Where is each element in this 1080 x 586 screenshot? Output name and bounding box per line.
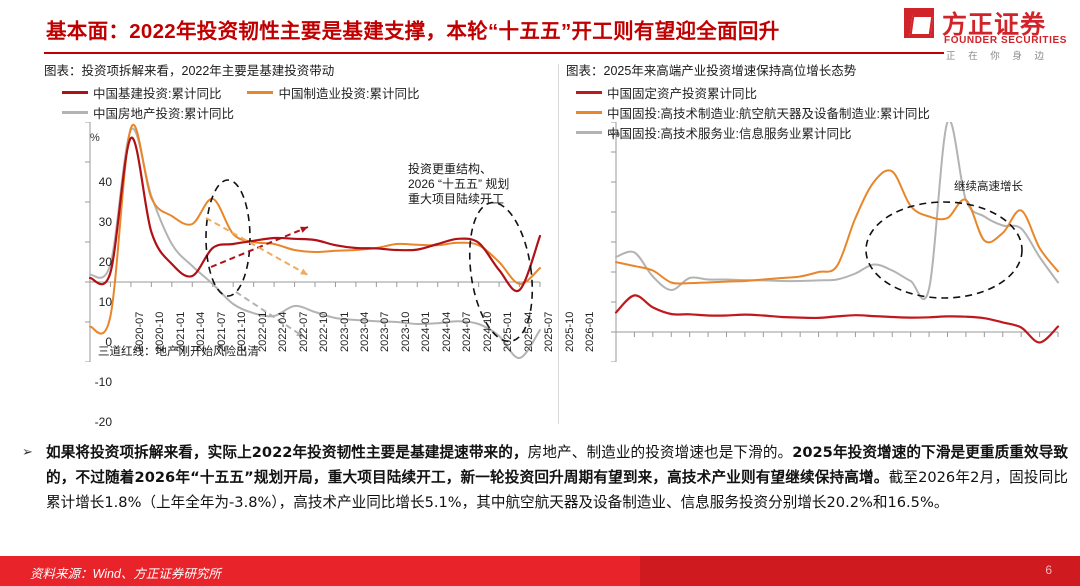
legend-label-fai: 中国固定资产投资累计同比	[607, 86, 758, 101]
annotation-line-1: 投资更重结构、	[408, 162, 493, 176]
panel-divider	[558, 64, 559, 424]
y-tick-label: 10	[98, 295, 112, 309]
footer-bar-left	[0, 556, 640, 586]
chart-left-plot	[76, 121, 546, 363]
x-tick-label: 2022-10	[318, 311, 331, 352]
x-tick-label: 2022-07	[297, 311, 310, 352]
x-tick-label: 2025-07	[543, 311, 556, 352]
x-tick-label: 2023-10	[399, 311, 412, 352]
logo-slogan: 正 在 你 身 边	[946, 51, 1050, 62]
bullet-icon: ➢	[22, 444, 33, 459]
y-tick-label: 20	[98, 255, 112, 269]
legend-label-realestate: 中国房地产投资:累计同比	[93, 106, 234, 121]
chart-left-legend: 中国基建投资:累计同比 中国制造业投资:累计同比 中国房地产投资:累计同比	[62, 82, 445, 122]
legend-item-fai: 中国固定资产投资累计同比	[576, 83, 757, 102]
chart-right-caption: 图表：2025年来高端产业投资增速保持高位增长态势	[566, 64, 857, 78]
chart-right-y-unit: %	[610, 128, 620, 140]
slide-header: 基本面：2022年投资韧性主要是基建支撑，本轮“十五五”开工则有望迎全面回升 方…	[0, 0, 1080, 62]
founder-logo-icon	[904, 8, 934, 38]
logo-chinese-name: 方正证券	[942, 10, 1047, 39]
page-number: 6	[1045, 563, 1052, 577]
legend-item-manufacturing: 中国制造业投资:累计同比	[247, 83, 419, 102]
title-underline	[44, 52, 944, 54]
legend-item-infoservices: 中国固投:高技术服务业:信息服务业累计同比	[576, 123, 851, 142]
chart-panel-right: 图表：2025年来高端产业投资增速保持高位增长态势 中国固定资产投资累计同比 中…	[562, 60, 1080, 435]
y-tick-label: 0	[105, 335, 112, 349]
body-part-1: 如果将投资项拆解来看，实际上2022年投资韧性主要是基建提速带来的，	[46, 444, 528, 461]
legend-swatch-realestate	[62, 110, 88, 114]
chart-panel-left: 图表：投资项拆解来看，2022年主要是基建投资带动 中国基建投资:累计同比 中国…	[40, 60, 596, 435]
x-tick-label: 2024-10	[481, 311, 494, 352]
annotation-line-3: 重大项目陆续开工	[408, 192, 505, 206]
company-logo: 方正证券 FOUNDER SECURITIES 正 在 你 身 边	[900, 6, 1072, 62]
source-note: 资料来源：Wind、方正证券研究所	[30, 567, 221, 581]
chart-right-annotation-growth: 继续高速增长	[954, 181, 1023, 193]
x-tick-label: 2023-04	[359, 311, 371, 352]
x-tick-label: 2022-04	[277, 311, 290, 352]
legend-item-aerospace: 中国固投:高技术制造业:航空航天器及设备制造业:累计同比	[576, 103, 930, 122]
y-tick-label: -10	[94, 375, 112, 389]
logo-english-name: FOUNDER SECURITIES	[944, 35, 1068, 46]
annotation-line-2: 2026 “十五五” 规划	[408, 177, 510, 191]
legend-swatch-infoservices	[576, 130, 602, 134]
x-tick-label: 2024-01	[420, 311, 433, 352]
slide-footer: 资料来源：Wind、方正证券研究所 6	[0, 556, 1080, 586]
legend-item-realestate: 中国房地产投资:累计同比	[62, 103, 234, 122]
x-tick-label: 2025-04	[522, 311, 535, 352]
x-tick-label: 2024-07	[461, 311, 474, 352]
legend-label-infoservices: 中国固投:高技术服务业:信息服务业累计同比	[607, 126, 852, 141]
legend-item-infrastructure: 中国基建投资:累计同比	[62, 83, 221, 102]
chart-left-y-unit: %	[90, 132, 100, 144]
y-tick-label: 40	[98, 175, 112, 189]
legend-swatch-infrastructure	[62, 90, 88, 94]
legend-swatch-fai	[576, 90, 602, 94]
body-paragraph-block: ➢ 如果将投资项拆解来看，实际上2022年投资韧性主要是基建提速带来的，房地产、…	[22, 440, 1068, 515]
x-tick-label: 2025-01	[502, 311, 515, 352]
legend-label-infrastructure: 中国基建投资:累计同比	[93, 86, 222, 101]
body-part-3: 2025年投资增速的下滑是更重质重效导致的，不过随着2026年“十五五”规划开局…	[46, 444, 1068, 486]
chart-left-annotation-policy: 投资更重结构、 2026 “十五五” 规划 重大项目陆续开工	[408, 162, 509, 207]
chart-left-annotation-redlines: 三道红线：地产刚开始风险出清	[98, 346, 259, 358]
y-tick-label: 30	[98, 215, 112, 229]
legend-label-aerospace: 中国固投:高技术制造业:航空航天器及设备制造业:累计同比	[607, 106, 930, 121]
footer-bar-right	[640, 556, 1080, 586]
legend-label-manufacturing: 中国制造业投资:累计同比	[278, 86, 420, 101]
y-tick-label: -20	[94, 415, 112, 429]
chart-right-legend: 中国固定资产投资累计同比 中国固投:高技术制造业:航空航天器及设备制造业:累计同…	[576, 82, 956, 142]
legend-swatch-aerospace	[576, 110, 602, 114]
body-part-2: 房地产、制造业的投资增速也是下滑的。	[527, 444, 793, 461]
chart-right-plot	[602, 119, 1064, 363]
chart-left-caption: 图表：投资项拆解来看，2022年主要是基建投资带动	[44, 64, 335, 78]
x-tick-label: 2023-01	[338, 311, 351, 352]
body-part-4: 截至2026年2月，固投同比累计增长1.8%（上年全年为-3.8%），高技术产业…	[46, 469, 1068, 511]
x-tick-label: 2023-07	[379, 311, 392, 352]
page-title: 基本面：2022年投资韧性主要是基建支撑，本轮“十五五”开工则有望迎全面回升	[46, 20, 780, 43]
legend-swatch-manufacturing	[247, 90, 274, 94]
x-tick-label: 2024-04	[440, 311, 453, 352]
body-paragraph: 如果将投资项拆解来看，实际上2022年投资韧性主要是基建提速带来的，房地产、制造…	[46, 440, 1068, 515]
